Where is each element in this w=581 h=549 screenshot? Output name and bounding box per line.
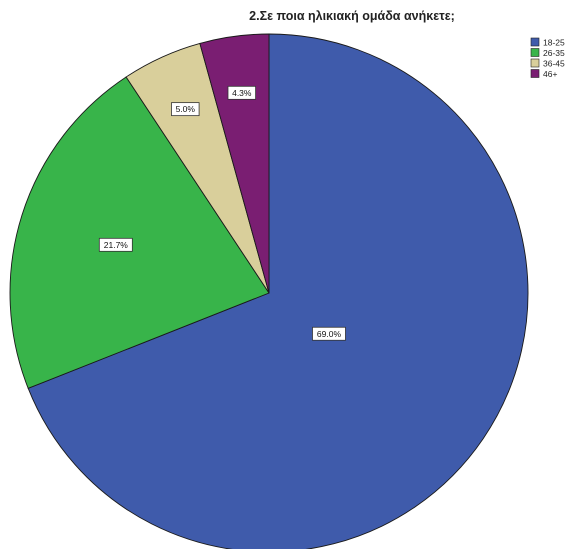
pie-slice-18-25 <box>27 33 529 549</box>
pie-slices <box>9 33 529 549</box>
legend-label: 36-45 <box>543 59 565 69</box>
legend-label: 26-35 <box>543 48 565 58</box>
legend-swatch <box>530 58 540 68</box>
legend-label: 46+ <box>543 69 557 79</box>
data-label-box <box>227 85 256 100</box>
legend-swatch <box>530 69 540 78</box>
data-label-box <box>98 237 133 252</box>
chart-title: 2.Σε ποια ηλικιακή ομάδα ανήκετε; <box>249 9 455 23</box>
legend-swatch <box>530 48 540 57</box>
pie-slice-26-35 <box>9 76 270 389</box>
data-label: 69.0% <box>317 329 342 339</box>
data-label: 21.7% <box>104 240 129 250</box>
legend-label: 18-25 <box>543 38 565 48</box>
legend-swatch <box>530 37 540 47</box>
data-label-box <box>312 326 346 341</box>
pie-data-labels: 69.0% 21.7% 5.0% 4.3% <box>98 85 346 341</box>
data-label-box <box>171 102 200 117</box>
data-label: 4.3% <box>232 88 252 98</box>
data-label: 5.0% <box>176 104 196 114</box>
